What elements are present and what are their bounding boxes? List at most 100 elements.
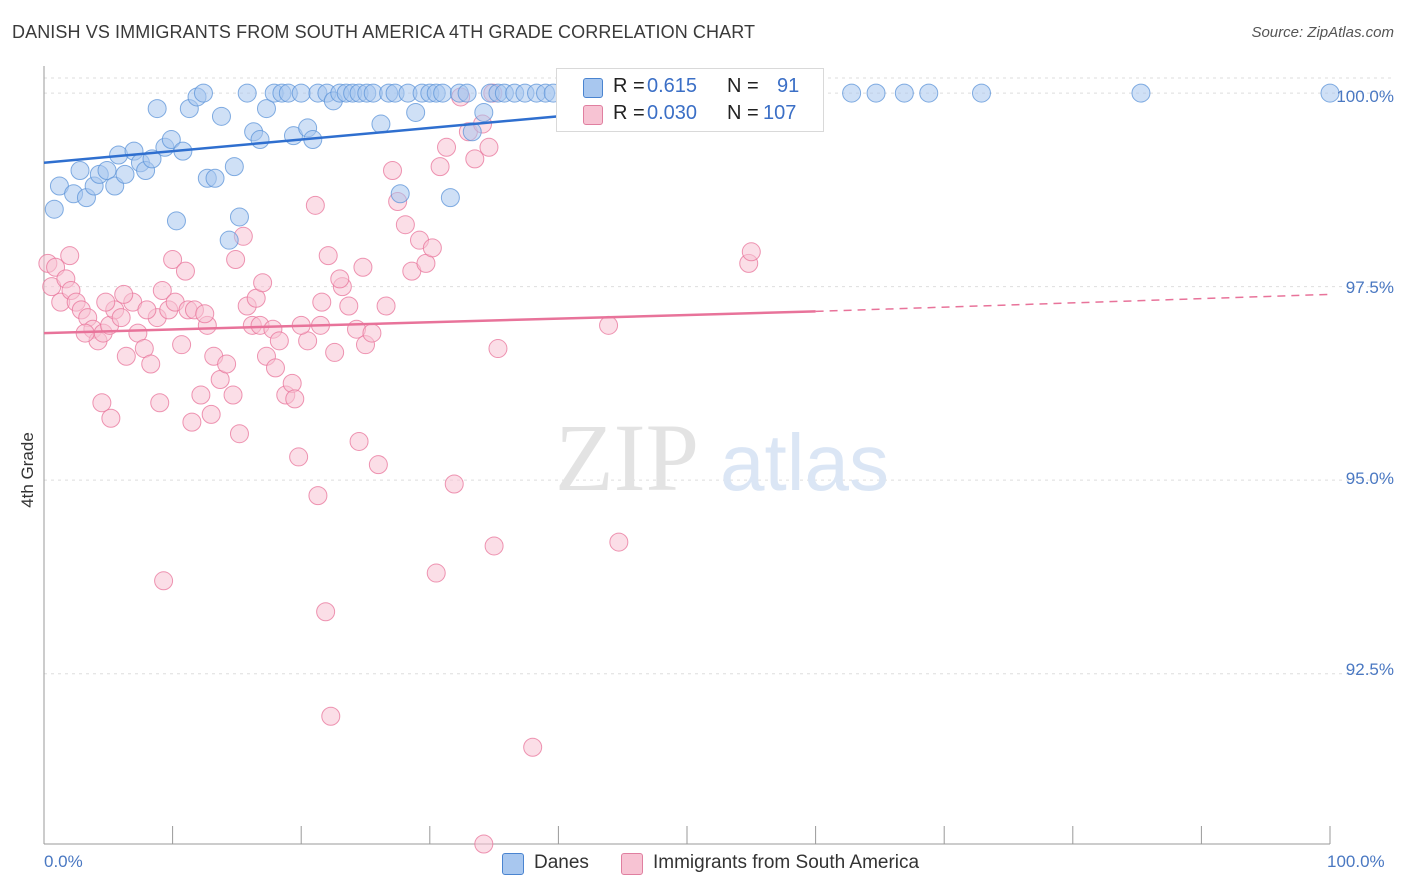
trend-line-immigrants <box>43 310 816 335</box>
point-immigrants <box>265 358 285 378</box>
point-immigrants <box>175 261 195 281</box>
point-immigrants <box>422 238 442 258</box>
point-danes <box>219 230 239 250</box>
chart-title: DANISH VS IMMIGRANTS FROM SOUTH AMERICA … <box>12 22 756 42</box>
point-danes <box>166 211 186 231</box>
point-immigrants <box>312 292 332 312</box>
gridlines <box>44 77 1392 675</box>
point-immigrants <box>137 300 157 320</box>
legend-n-label: N = <box>727 75 759 97</box>
point-danes <box>237 83 257 103</box>
point-immigrants <box>318 246 338 266</box>
y-tick-95: 95.0% <box>1345 469 1394 488</box>
bottom-legend-danes: Danes <box>534 852 589 873</box>
source-label: Source: ZipAtlas.com <box>1251 24 1394 41</box>
point-immigrants <box>325 342 345 362</box>
legend-swatch-danes <box>583 78 603 98</box>
point-immigrants <box>523 737 543 757</box>
x-tick-min: 0.0% <box>44 852 83 871</box>
point-danes <box>919 83 939 103</box>
point-immigrants <box>96 292 116 312</box>
point-immigrants <box>479 137 499 157</box>
point-immigrants <box>339 296 359 316</box>
point-immigrants <box>741 242 761 262</box>
point-danes <box>224 157 244 177</box>
legend-n-value: 91 <box>777 75 800 97</box>
watermark-zip: ZIP <box>555 404 699 511</box>
point-immigrants <box>430 157 450 177</box>
point-danes <box>70 161 90 181</box>
point-immigrants <box>101 408 121 428</box>
point-danes <box>256 99 276 119</box>
point-immigrants <box>362 323 382 343</box>
point-immigrants <box>316 602 336 622</box>
point-immigrants <box>92 393 112 413</box>
point-immigrants <box>305 195 325 215</box>
bottom-legend-swatch-danes <box>502 853 524 875</box>
legend-r-value: 0.030 <box>647 102 698 124</box>
point-immigrants <box>308 486 328 506</box>
point-danes <box>440 188 460 208</box>
y-tick-92-5: 92.5% <box>1345 660 1394 679</box>
legend-r-label: R = <box>613 75 645 97</box>
point-danes <box>291 83 311 103</box>
point-danes <box>161 130 181 150</box>
point-danes <box>97 161 117 181</box>
point-immigrants <box>426 563 446 583</box>
x-tick-max: 100.0% <box>1327 852 1385 871</box>
point-immigrants <box>609 532 629 552</box>
point-immigrants <box>599 315 619 335</box>
point-immigrants <box>150 393 170 413</box>
point-danes <box>193 83 213 103</box>
y-tick-97-5: 97.5% <box>1345 278 1394 297</box>
point-immigrants <box>349 431 369 451</box>
point-immigrants <box>488 339 508 359</box>
point-immigrants <box>141 354 161 374</box>
bottom-legend-swatch-immigrants <box>621 853 643 875</box>
point-immigrants <box>154 571 174 591</box>
point-immigrants <box>484 536 504 556</box>
point-immigrants <box>163 250 183 270</box>
point-immigrants <box>116 346 136 366</box>
point-immigrants <box>201 404 221 424</box>
point-immigrants <box>191 385 211 405</box>
y-tick-100: 100.0% <box>1336 87 1394 106</box>
point-immigrants <box>217 354 237 374</box>
point-immigrants <box>282 373 302 393</box>
point-immigrants <box>444 474 464 494</box>
point-danes <box>971 83 991 103</box>
legend-swatch-immigrants <box>583 105 603 125</box>
point-immigrants <box>60 246 80 266</box>
stats-legend: R = 0.615 N = 91 R = 0.030 N = 107 <box>556 68 824 132</box>
point-danes <box>1320 83 1340 103</box>
point-immigrants <box>289 447 309 467</box>
point-immigrants <box>395 215 415 235</box>
legend-n-value: 107 <box>763 102 797 124</box>
point-immigrants <box>376 296 396 316</box>
trend-extension-immigrants <box>815 293 1331 313</box>
legend-r-value: 0.615 <box>647 75 698 97</box>
point-danes <box>842 83 862 103</box>
legend-row-immigrants: R = 0.030 N = 107 <box>557 102 823 130</box>
point-immigrants <box>152 280 172 300</box>
point-danes <box>1131 83 1151 103</box>
point-immigrants <box>285 389 305 409</box>
legend-row-danes: R = 0.615 N = 91 <box>557 75 823 103</box>
legend-r-label: R = <box>613 102 645 124</box>
legend-n-label: N = <box>727 102 759 124</box>
point-danes <box>457 83 477 103</box>
point-danes <box>44 199 64 219</box>
point-immigrants <box>465 149 485 169</box>
point-immigrants <box>226 250 246 270</box>
point-immigrants <box>111 308 131 328</box>
point-immigrants <box>223 385 243 405</box>
point-danes <box>205 168 225 188</box>
point-immigrants <box>437 137 457 157</box>
point-danes <box>229 207 249 227</box>
point-immigrants <box>383 161 403 181</box>
point-danes <box>462 122 482 142</box>
point-immigrants <box>474 834 494 854</box>
point-danes <box>147 99 167 119</box>
point-danes <box>894 83 914 103</box>
